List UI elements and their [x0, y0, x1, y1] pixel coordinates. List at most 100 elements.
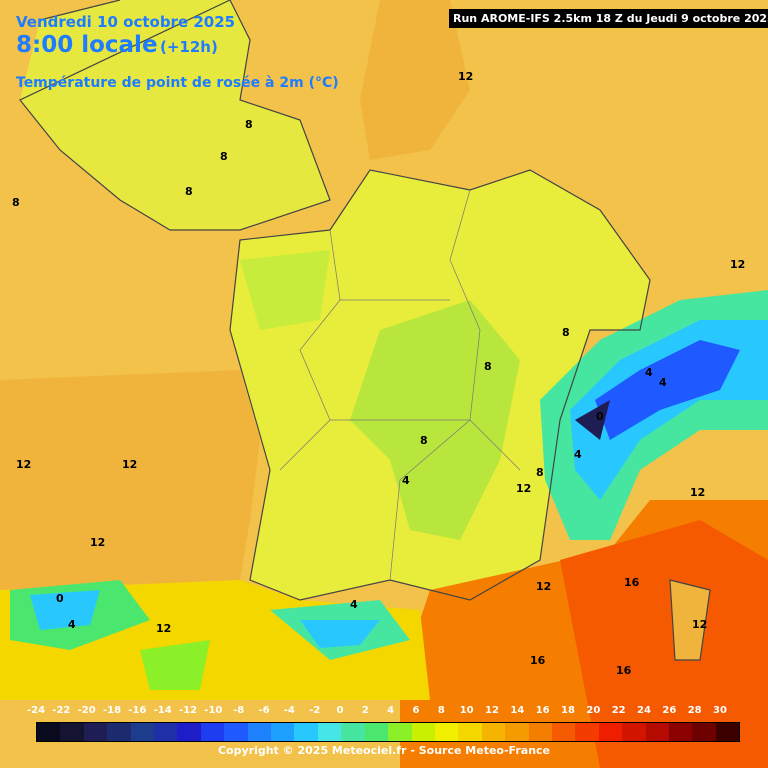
contour-label: 0	[56, 592, 64, 605]
legend-tick-label: -4	[283, 705, 295, 716]
legend-color-swatch	[645, 723, 669, 741]
contour-label: 8	[185, 185, 193, 198]
contour-label: 4	[574, 448, 582, 461]
legend-tick-label: 2	[361, 705, 369, 716]
legend-color-swatch	[247, 723, 272, 741]
contour-label: 4	[68, 618, 76, 631]
central-spain-field	[140, 640, 210, 690]
cantabria-field-inner	[30, 590, 100, 630]
legend-tick-label: 8	[437, 705, 445, 716]
legend-color-swatch	[505, 723, 529, 741]
legend-tick-label: -16	[128, 705, 147, 716]
legend-ticks: -24 -22 -20 -18 -16 -14 -12 -10 -8 -6 -4 -2 0 2 4 6 8 10 1…	[20, 705, 760, 719]
legend-tick-label: -24	[26, 705, 46, 716]
contour-label: 8	[484, 360, 492, 373]
legend-color-swatch	[200, 723, 225, 741]
contour-label: 4	[350, 598, 358, 611]
contour-labels: 12 8 8 8 8 12 12 12 12 8 8 4 4 8 4 4 0 4…	[12, 70, 745, 677]
north-sea-field	[360, 0, 470, 160]
legend-tick-label: -8	[233, 705, 245, 716]
legend-tick-label: 28	[687, 705, 702, 716]
legend-tick-label: 6	[412, 705, 420, 716]
forecast-local-time: 8:00 locale	[16, 32, 158, 58]
legend-color-swatch	[458, 723, 482, 741]
legend-color-swatch	[388, 723, 412, 741]
contour-label: 12	[690, 486, 705, 499]
contour-label: 12	[692, 618, 707, 631]
contour-label: 12	[90, 536, 105, 549]
legend-tick-label: 16	[535, 705, 550, 716]
legend-tick-label: 10	[459, 705, 474, 716]
contour-label: 0	[596, 410, 604, 423]
forecast-date: Vendredi 10 octobre 2025	[16, 13, 236, 31]
legend-color-swatch	[598, 723, 623, 741]
legend-color-swatch	[224, 723, 248, 741]
brittany-field	[240, 250, 330, 330]
legend-color-swatch	[668, 723, 693, 741]
legend-tick-label: 14	[510, 705, 525, 716]
contour-label: 8	[12, 196, 20, 209]
legend-color-swatch	[692, 723, 716, 741]
legend-color-swatch	[434, 723, 459, 741]
legend-color-swatch	[551, 723, 576, 741]
contour-label: 8	[536, 466, 544, 479]
atlantic-field	[0, 370, 260, 590]
contour-label: 12	[122, 458, 137, 471]
legend-color-swatch	[341, 723, 365, 741]
legend-color-swatch	[130, 723, 155, 741]
legend-tick-label: -10	[204, 705, 223, 716]
legend-color-swatch	[481, 723, 506, 741]
legend-tick-label: -22	[52, 705, 71, 716]
contour-label: 16	[616, 664, 632, 677]
mediterranean-field-warm	[560, 520, 768, 768]
legend-color-swatch	[177, 723, 201, 741]
legend-color-swatch	[37, 723, 61, 741]
legend-tick-label: 0	[336, 705, 344, 716]
region-borders	[279, 189, 521, 581]
corsica-land	[670, 580, 710, 660]
contour-label: 4	[645, 366, 653, 379]
contour-label: 8	[562, 326, 570, 339]
legend-tick-label: 30	[713, 705, 727, 716]
legend-color-swatch	[83, 723, 108, 741]
contour-label: 4	[402, 474, 410, 487]
legend-color-swatch	[107, 723, 131, 741]
contour-label: 8	[420, 434, 428, 447]
legend-color-swatch	[154, 723, 178, 741]
legend-tick-label: -12	[178, 705, 198, 716]
legend-tick-label: 12	[485, 705, 499, 716]
pyrenees-field-inner	[300, 620, 380, 648]
legend-tick-label: -6	[258, 705, 270, 716]
parameter-title: Température de point de rosée à 2m (°C)	[16, 75, 339, 91]
contour-label: 12	[730, 258, 745, 271]
contour-label: 8	[245, 118, 253, 131]
legend-color-swatch	[528, 723, 552, 741]
legend-color-swatch	[622, 723, 646, 741]
legend-tick-label: 22	[611, 705, 626, 716]
legend-color-swatch	[60, 723, 84, 741]
color-scale-bar	[36, 722, 740, 742]
uk-land	[20, 0, 330, 230]
legend-color-swatch	[364, 723, 389, 741]
legend-tick-label: 26	[662, 705, 677, 716]
legend-tick-label: 18	[561, 705, 575, 716]
legend-tick-label: 4	[387, 705, 395, 716]
legend-color-swatch	[271, 723, 295, 741]
legend-color-swatch	[411, 723, 435, 741]
forecast-lead-time: (+12h)	[160, 38, 218, 56]
legend-tick-label: -18	[102, 705, 122, 716]
alps-field-inner	[595, 340, 740, 440]
legend-color-swatch	[317, 723, 342, 741]
contour-label: 8	[220, 150, 228, 163]
copyright: Copyright © 2025 Meteociel.fr - Source M…	[217, 744, 551, 757]
contour-label: 12	[458, 70, 473, 83]
contour-label: 12	[516, 482, 531, 495]
contour-label: 12	[156, 622, 171, 635]
legend-tick-label: 24	[637, 705, 651, 716]
contour-label: 12	[536, 580, 551, 593]
alps-field-core	[575, 400, 610, 440]
legend-tick-label: -14	[153, 705, 172, 716]
legend-tick-label: -20	[77, 705, 96, 716]
legend-tick-label: -2	[309, 705, 321, 716]
